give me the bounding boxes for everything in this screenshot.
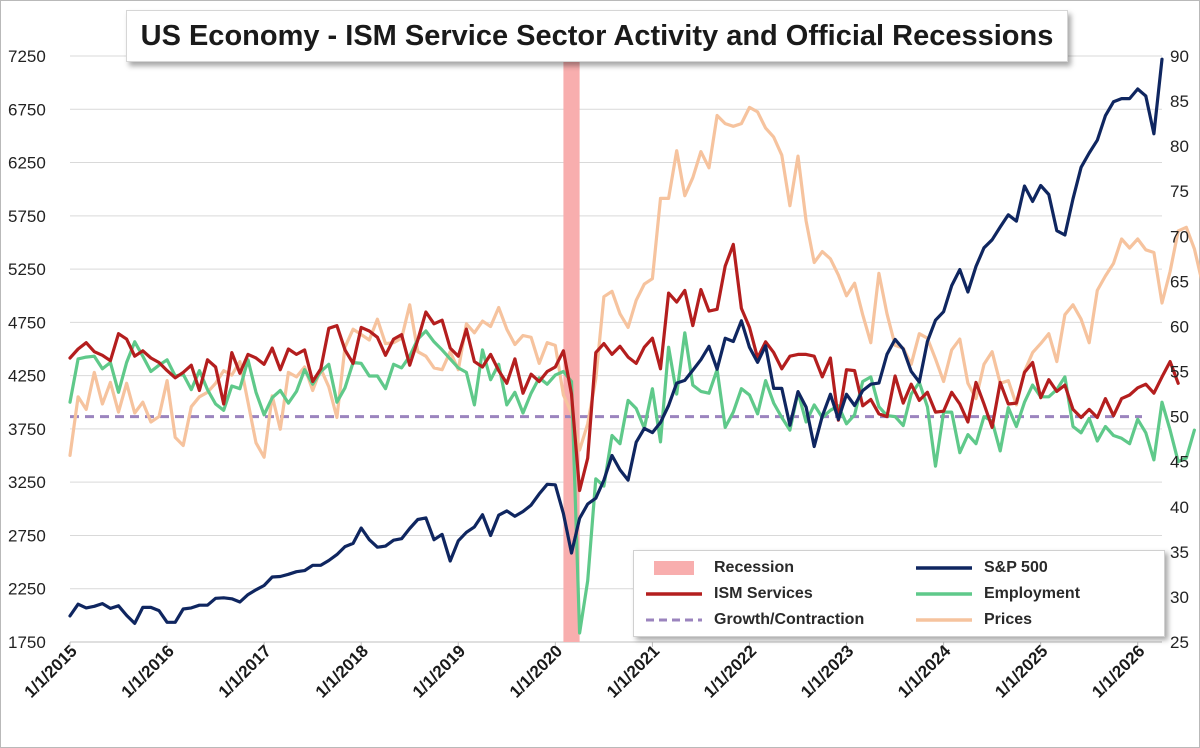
left-tick-label: 7250 (8, 47, 46, 66)
left-tick-label: 6750 (8, 100, 46, 119)
legend-label-employment: Employment (984, 585, 1081, 602)
x-tick-label: 1/1/2018 (312, 641, 372, 701)
series-line-s-p-500 (68, 57, 1164, 626)
left-tick-label: 4750 (8, 313, 46, 332)
left-tick-label: 3750 (8, 420, 46, 439)
right-tick-label: 75 (1170, 182, 1189, 201)
left-tick-label: 2750 (8, 526, 46, 545)
series-layer (68, 57, 1200, 635)
left-tick-label: 5750 (8, 207, 46, 226)
left-tick-label: 6250 (8, 154, 46, 173)
right-tick-label: 50 (1170, 408, 1189, 427)
x-tick-label: 1/1/2020 (506, 641, 566, 701)
series-line-employment (68, 329, 1197, 635)
x-tick-label: 1/1/2025 (991, 641, 1051, 701)
left-tick-label: 4250 (8, 367, 46, 386)
legend-swatch-employment (916, 592, 972, 596)
right-tick-label: 55 (1170, 363, 1189, 382)
x-tick-label: 1/1/2017 (215, 641, 275, 701)
x-tick-label: 1/1/2016 (118, 641, 178, 701)
x-tick-label: 1/1/2024 (894, 641, 955, 702)
legend-swatch-ism (646, 592, 702, 596)
series-line-prices (68, 105, 1200, 459)
legend-swatch-growth (646, 618, 702, 622)
legend-item-ism: ISM Services (644, 582, 813, 606)
x-tick-label: 1/1/2021 (603, 641, 663, 701)
legend-item-employment: Employment (914, 582, 1080, 606)
legend: Recession S&P 500 ISM Services Employmen… (633, 550, 1165, 637)
right-tick-label: 45 (1170, 453, 1189, 472)
legend-swatch-prices (916, 618, 972, 622)
right-tick-label: 80 (1170, 137, 1189, 156)
left-tick-label: 2250 (8, 580, 46, 599)
right-tick-label: 25 (1170, 633, 1189, 652)
right-tick-label: 40 (1170, 498, 1189, 517)
x-tick-label: 1/1/2022 (700, 641, 760, 701)
right-tick-label: 30 (1170, 588, 1189, 607)
right-tick-label: 85 (1170, 92, 1189, 111)
right-tick-label: 90 (1170, 47, 1189, 66)
x-tick-label: 1/1/2019 (409, 641, 469, 701)
x-tick-label: 1/1/2026 (1088, 641, 1148, 701)
right-tick-label: 60 (1170, 317, 1189, 336)
legend-swatch-recession (654, 561, 694, 575)
legend-swatch-sp500 (916, 566, 972, 570)
chart-title: US Economy - ISM Service Sector Activity… (140, 19, 1054, 52)
legend-item-growth: Growth/Contraction (644, 608, 864, 632)
x-tick-label: 1/1/2023 (797, 641, 857, 701)
legend-label-recession: Recession (714, 559, 795, 576)
left-tick-label: 3250 (8, 473, 46, 492)
left-tick-label: 5250 (8, 260, 46, 279)
right-tick-label: 70 (1170, 227, 1189, 246)
right-tick-label: 65 (1170, 272, 1189, 291)
chart-title-box: US Economy - ISM Service Sector Activity… (126, 10, 1068, 62)
legend-label-sp500: S&P 500 (984, 559, 1048, 576)
legend-item-sp500: S&P 500 (914, 556, 1048, 580)
legend-label-prices: Prices (984, 611, 1033, 628)
left-tick-label: 1750 (8, 633, 46, 652)
legend-label-ism: ISM Services (714, 585, 813, 602)
series-line-ism-services (68, 242, 1180, 493)
legend-label-growth: Growth/Contraction (714, 611, 865, 628)
legend-item-recession: Recession (644, 556, 794, 580)
right-tick-label: 35 (1170, 543, 1189, 562)
legend-item-prices: Prices (914, 608, 1032, 632)
